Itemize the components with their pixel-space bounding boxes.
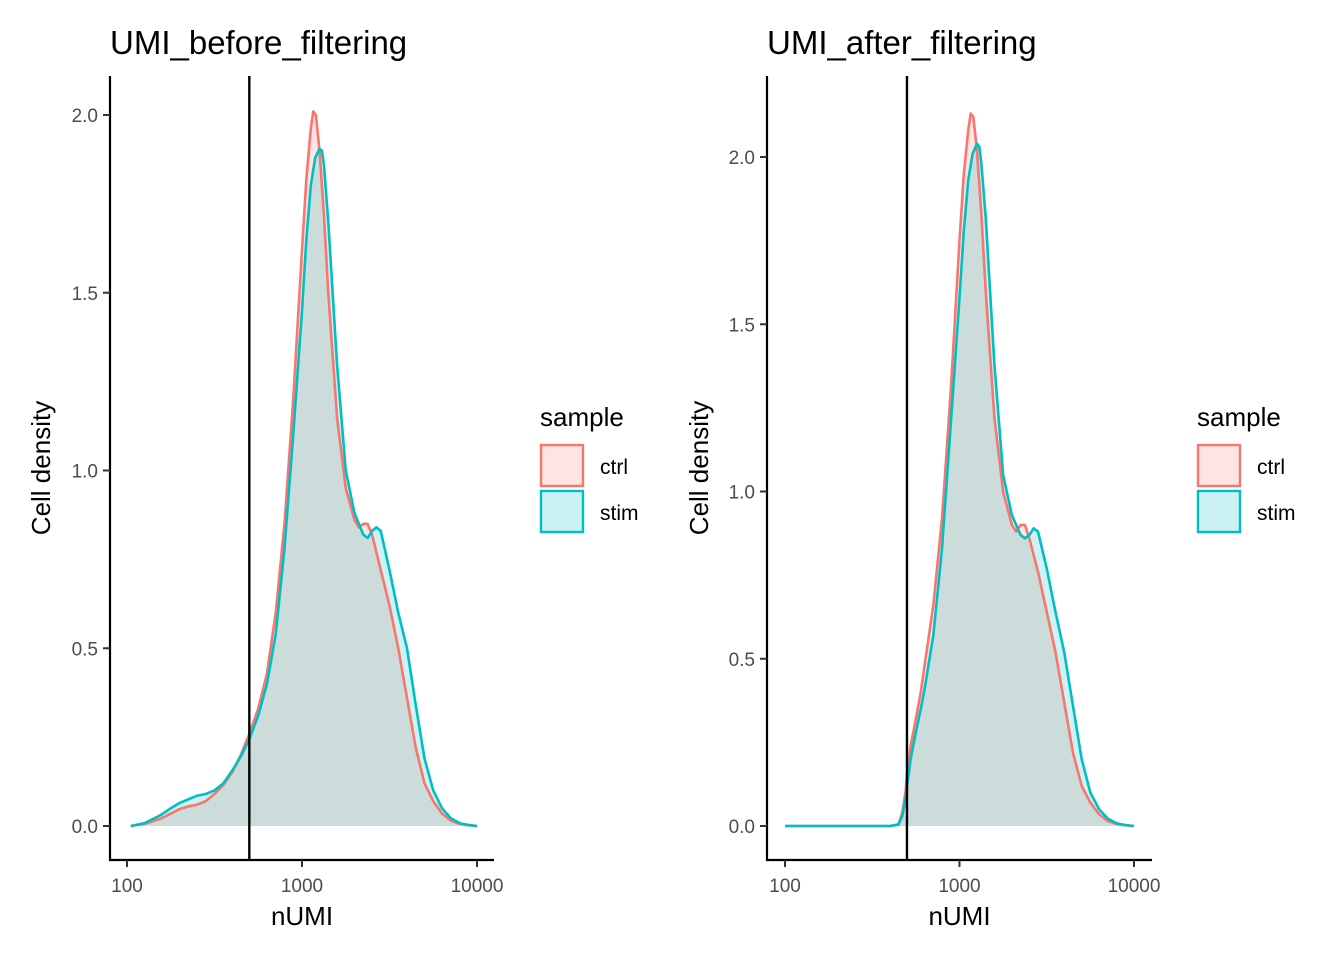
panel-0-y-tick-label-0: 0.0 <box>72 817 98 838</box>
panel-1-y-tick-label-3: 1.5 <box>729 315 755 336</box>
panel-1-legend-key-ctrl <box>1196 443 1242 488</box>
panel-umi-before-filtering: UMI_before_filtering 0.0 0.5 1.0 1.5 2.0 100 10… <box>26 24 639 931</box>
panel-0-x-tick-label-2: 10000 <box>451 876 504 897</box>
panel-1-x-axis-label: nUMI <box>928 901 990 931</box>
panel-1-y-axis-label: Cell density <box>684 401 714 535</box>
panel-1-line-ctrl <box>785 112 1135 828</box>
panel-0-y-tick-label-3: 1.5 <box>72 284 98 305</box>
panel-1-legend-label-stim: stim <box>1257 502 1296 525</box>
panel-0-x-tick-label-0: 100 <box>111 876 143 897</box>
panel-1-x-tick-label-0: 100 <box>769 876 801 897</box>
panel-0-line-ctrl <box>130 110 478 828</box>
panel-0-line-stim <box>130 147 478 828</box>
panel-1-x-tick-label-1: 1000 <box>938 876 980 897</box>
panel-1-legend-label-ctrl: ctrl <box>1257 456 1285 479</box>
panel-1-x-tick-label-2: 10000 <box>1108 876 1161 897</box>
panel-0-x-axis-label: nUMI <box>271 901 333 931</box>
panel-0-y-tick-label-2: 1.0 <box>72 462 98 483</box>
panel-0-legend-key-ctrl <box>539 443 585 488</box>
panel-1-area-stim <box>785 143 1134 826</box>
panel-0-y-tick-label-4: 2.0 <box>72 106 98 127</box>
panel-1-chart-title: UMI_after_filtering <box>767 24 1037 61</box>
panel-1-y-tick-label-4: 2.0 <box>729 148 755 169</box>
panel-1-area-ctrl <box>785 113 1134 826</box>
panel-0-x-tick-label-1: 1000 <box>281 876 323 897</box>
panel-1-y-tick-label-2: 1.0 <box>729 483 755 504</box>
panel-0-y-axis-label: Cell density <box>26 401 56 535</box>
panel-0-legend-label-stim: stim <box>600 502 639 525</box>
panel-0-area-stim <box>130 148 477 826</box>
panel-1-line-stim <box>785 142 1135 828</box>
panel-0-legend-title: sample <box>540 402 624 432</box>
panel-1-y-tick-label-0: 0.0 <box>729 817 755 838</box>
panel-0-area-ctrl <box>130 111 477 826</box>
panel-0-y-tick-label-1: 0.5 <box>72 639 98 660</box>
panel-0-chart-title: UMI_before_filtering <box>110 24 407 61</box>
panel-0-legend-label-ctrl: ctrl <box>600 456 628 479</box>
panel-1-y-tick-label-1: 0.5 <box>729 650 755 671</box>
panel-1-legend-key-stim <box>1196 489 1242 534</box>
panel-1-legend-title: sample <box>1197 402 1281 432</box>
panel-umi-after-filtering: UMI_after_filtering 0.0 0.5 1.0 1.5 2.0 100 100… <box>684 24 1296 931</box>
panel-0-legend-key-stim <box>539 489 585 534</box>
